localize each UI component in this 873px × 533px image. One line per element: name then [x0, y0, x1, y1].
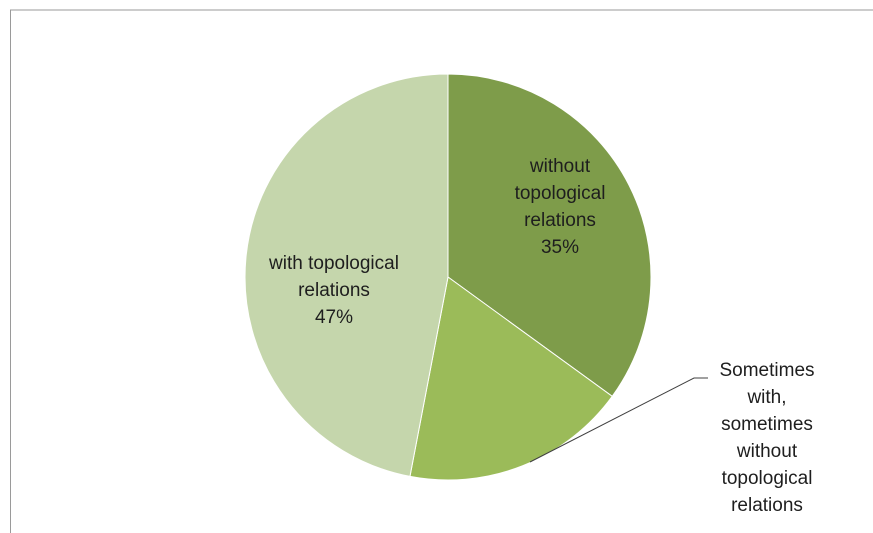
slice-label-line: sometimes — [721, 414, 813, 435]
slice-value-label-3: 47% — [315, 307, 353, 328]
slice-label-line: without — [529, 156, 591, 177]
slice-label-line: relations — [731, 495, 803, 516]
pie-slice-1 — [447, 73, 652, 398]
slice-label-line: with, — [746, 387, 786, 408]
slice-label-line: relations — [524, 210, 596, 231]
leader-lines — [529, 377, 708, 463]
slice-label-line: relations — [298, 280, 370, 301]
slice-label-line: topological — [722, 468, 813, 489]
pie-slice-2 — [409, 276, 613, 481]
slice-label-line: without — [736, 441, 798, 462]
slice-label-line: with topological — [268, 253, 399, 274]
slice-labels: without topological relations 35% Sometimes w… — [268, 156, 814, 516]
slice-label-1: without topological relations 35% — [515, 156, 606, 258]
leader-line-2 — [529, 377, 708, 463]
pie-slices — [244, 73, 652, 481]
slice-label-line: Sometimes — [719, 360, 814, 381]
slice-label-3: with topological relations 47% — [268, 253, 399, 328]
pie-slice-3 — [244, 73, 449, 477]
slice-label-2: Sometimes with, sometimes without topologica… — [719, 360, 814, 516]
slice-label-line: topological — [515, 183, 606, 204]
slice-value-label-1: 35% — [541, 237, 579, 258]
